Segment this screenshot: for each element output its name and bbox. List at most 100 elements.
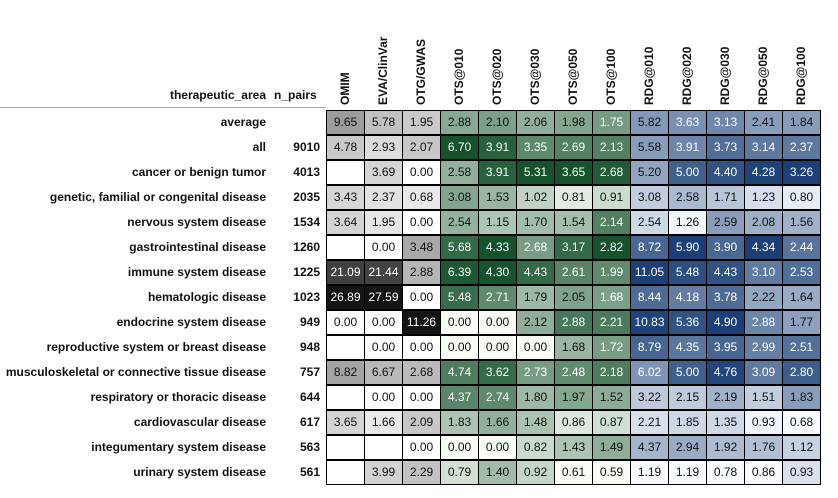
- row-label-cancer-or-benign-tumor: cancer or benign tumor: [131, 165, 266, 179]
- n-pairs-hematologic-disease: 1023: [293, 290, 320, 304]
- cell-integumentary-system-disease-otg-gwas: 0.00: [402, 435, 441, 460]
- cell-gastrointestinal-disease-rdg-030: 3.90: [706, 235, 745, 260]
- cell-hematologic-disease-rdg-100: 1.64: [782, 285, 821, 310]
- row-label-genetic-familial-or-congenital-disease: genetic, familial or congenital disease: [49, 190, 266, 204]
- cell-hematologic-disease-ots-030: 1.79: [516, 285, 555, 310]
- cell-cardiovascular-disease-rdg-100: 0.68: [782, 410, 821, 435]
- row-label-cardiovascular-disease: cardiovascular disease: [133, 415, 266, 429]
- cell-genetic-familial-or-congenital-disease-rdg-050: 1.23: [744, 185, 783, 210]
- cell-urinary-system-disease-rdg-010: 1.19: [630, 460, 669, 485]
- cell-genetic-familial-or-congenital-disease-rdg-030: 1.71: [706, 185, 745, 210]
- cell-cancer-or-benign-tumor-omim: [326, 160, 365, 185]
- cell-respiratory-or-thoracic-disease-ots-100: 1.52: [592, 385, 631, 410]
- cell-reproductive-system-or-breast-disease-ots-010: 0.00: [440, 335, 479, 360]
- cell-immune-system-disease-ots-020: 4.30: [478, 260, 517, 285]
- cell-hematologic-disease-ots-100: 1.68: [592, 285, 631, 310]
- n-pairs-cancer-or-benign-tumor: 4013: [293, 165, 320, 179]
- column-header-rdg-010: RDG@010: [642, 46, 656, 105]
- cell-nervous-system-disease-otg-gwas: 0.00: [402, 210, 441, 235]
- cell-reproductive-system-or-breast-disease-otg-gwas: 0.00: [402, 335, 441, 360]
- cell-musculoskeletal-or-connective-tissue-disease-ots-020: 3.62: [478, 360, 517, 385]
- cell-cardiovascular-disease-ots-010: 1.83: [440, 410, 479, 435]
- cell-gastrointestinal-disease-rdg-010: 8.72: [630, 235, 669, 260]
- n-pairs-all: 9010: [293, 140, 320, 154]
- cell-immune-system-disease-rdg-100: 2.53: [782, 260, 821, 285]
- cell-hematologic-disease-ots-050: 2.05: [554, 285, 593, 310]
- cell-cardiovascular-disease-ots-030: 1.48: [516, 410, 555, 435]
- n-pairs-average: [268, 110, 320, 134]
- cell-cancer-or-benign-tumor-rdg-100: 3.26: [782, 160, 821, 185]
- column-header-otg-gwas: OTG/GWAS: [414, 39, 428, 105]
- cell-integumentary-system-disease-ots-050: 1.43: [554, 435, 593, 460]
- cell-cardiovascular-disease-ots-050: 0.86: [554, 410, 593, 435]
- cell-urinary-system-disease-ots-020: 1.40: [478, 460, 517, 485]
- cell-average-rdg-020: 3.63: [668, 110, 707, 135]
- cell-nervous-system-disease-rdg-100: 1.56: [782, 210, 821, 235]
- cell-genetic-familial-or-congenital-disease-omim: 3.43: [326, 185, 365, 210]
- cell-integumentary-system-disease-ots-020: 0.00: [478, 435, 517, 460]
- cell-genetic-familial-or-congenital-disease-rdg-010: 3.08: [630, 185, 669, 210]
- cell-genetic-familial-or-congenital-disease-rdg-100: 0.80: [782, 185, 821, 210]
- cell-all-ots-100: 2.13: [592, 135, 631, 160]
- cell-nervous-system-disease-ots-020: 1.15: [478, 210, 517, 235]
- cell-genetic-familial-or-congenital-disease-ots-050: 0.81: [554, 185, 593, 210]
- cell-hematologic-disease-eva-clinvar: 27.59: [364, 285, 403, 310]
- cell-immune-system-disease-rdg-050: 3.10: [744, 260, 783, 285]
- cell-genetic-familial-or-congenital-disease-otg-gwas: 0.68: [402, 185, 441, 210]
- cell-gastrointestinal-disease-rdg-020: 5.90: [668, 235, 707, 260]
- cell-cancer-or-benign-tumor-rdg-020: 5.00: [668, 160, 707, 185]
- n-pairs-genetic-familial-or-congenital-disease: 2035: [293, 190, 320, 204]
- cell-musculoskeletal-or-connective-tissue-disease-rdg-050: 3.09: [744, 360, 783, 385]
- cell-reproductive-system-or-breast-disease-rdg-010: 8.79: [630, 335, 669, 360]
- cell-average-ots-020: 2.10: [478, 110, 517, 135]
- cell-respiratory-or-thoracic-disease-omim: [326, 385, 365, 410]
- column-header-rdg-050: RDG@050: [756, 46, 770, 105]
- cell-immune-system-disease-ots-100: 1.99: [592, 260, 631, 285]
- column-header-ots-020: OTS@020: [490, 48, 504, 105]
- column-header-rdg-030: RDG@030: [718, 46, 732, 105]
- cell-gastrointestinal-disease-rdg-050: 4.34: [744, 235, 783, 260]
- cell-genetic-familial-or-congenital-disease-ots-010: 3.08: [440, 185, 479, 210]
- cell-urinary-system-disease-ots-050: 0.61: [554, 460, 593, 485]
- cell-respiratory-or-thoracic-disease-otg-gwas: 0.00: [402, 385, 441, 410]
- cell-endocrine-system-disease-omim: 0.00: [326, 310, 365, 335]
- cell-endocrine-system-disease-ots-050: 2.88: [554, 310, 593, 335]
- row-label-endocrine-system-disease: endocrine system disease: [116, 315, 266, 329]
- cell-hematologic-disease-omim: 26.89: [326, 285, 365, 310]
- cell-urinary-system-disease-eva-clinvar: 3.99: [364, 460, 403, 485]
- cell-average-ots-010: 2.88: [440, 110, 479, 135]
- cell-endocrine-system-disease-rdg-100: 1.77: [782, 310, 821, 335]
- cell-integumentary-system-disease-ots-030: 0.82: [516, 435, 555, 460]
- cell-cancer-or-benign-tumor-eva-clinvar: 3.69: [364, 160, 403, 185]
- cell-hematologic-disease-rdg-010: 8.44: [630, 285, 669, 310]
- n-pairs-integumentary-system-disease: 563: [299, 440, 320, 454]
- cell-respiratory-or-thoracic-disease-ots-030: 1.80: [516, 385, 555, 410]
- cell-musculoskeletal-or-connective-tissue-disease-rdg-030: 4.76: [706, 360, 745, 385]
- cell-cardiovascular-disease-eva-clinvar: 1.66: [364, 410, 403, 435]
- cell-average-rdg-050: 2.41: [744, 110, 783, 135]
- cell-nervous-system-disease-ots-010: 2.54: [440, 210, 479, 235]
- cell-urinary-system-disease-rdg-020: 1.19: [668, 460, 707, 485]
- cell-cardiovascular-disease-rdg-030: 1.35: [706, 410, 745, 435]
- cell-cardiovascular-disease-rdg-050: 0.93: [744, 410, 783, 435]
- cell-average-otg-gwas: 1.95: [402, 110, 441, 135]
- cell-musculoskeletal-or-connective-tissue-disease-eva-clinvar: 6.67: [364, 360, 403, 385]
- cell-cardiovascular-disease-omim: 3.65: [326, 410, 365, 435]
- cell-urinary-system-disease-ots-030: 0.92: [516, 460, 555, 485]
- row-label-reproductive-system-or-breast-disease: reproductive system or breast disease: [46, 340, 266, 354]
- column-header-rdg-020: RDG@020: [680, 46, 694, 105]
- cell-genetic-familial-or-congenital-disease-rdg-020: 2.58: [668, 185, 707, 210]
- row-label-hematologic-disease: hematologic disease: [147, 290, 266, 304]
- cell-all-rdg-100: 2.37: [782, 135, 821, 160]
- cell-nervous-system-disease-ots-100: 2.14: [592, 210, 631, 235]
- cell-endocrine-system-disease-rdg-020: 5.36: [668, 310, 707, 335]
- cell-nervous-system-disease-rdg-050: 2.08: [744, 210, 783, 235]
- cell-respiratory-or-thoracic-disease-rdg-030: 2.19: [706, 385, 745, 410]
- column-header-ots-050: OTS@050: [566, 48, 580, 105]
- cell-gastrointestinal-disease-otg-gwas: 3.48: [402, 235, 441, 260]
- cell-average-rdg-100: 1.84: [782, 110, 821, 135]
- cell-nervous-system-disease-rdg-030: 2.59: [706, 210, 745, 235]
- row-label-average: average: [220, 115, 266, 129]
- n-pairs-musculoskeletal-or-connective-tissue-disease: 757: [299, 365, 320, 379]
